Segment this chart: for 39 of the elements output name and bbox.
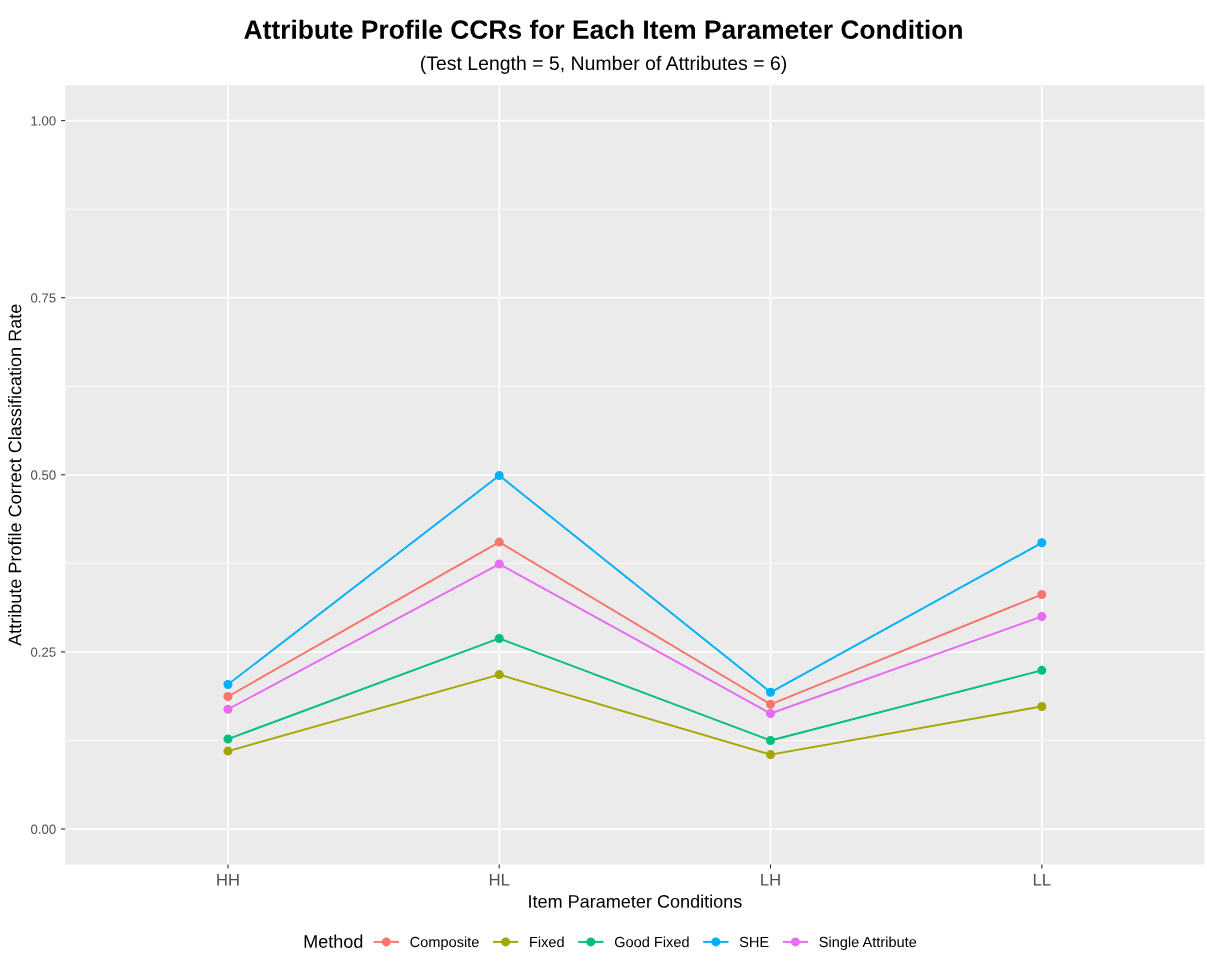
y-tick-label: 0.75 — [30, 293, 56, 303]
legend-label: Composite — [410, 936, 479, 951]
x-axis-title: Item Parameter Conditions — [529, 894, 742, 908]
point — [494, 537, 504, 547]
point — [1037, 665, 1047, 675]
point — [223, 692, 233, 702]
y-tick-label: 1.00 — [31, 116, 56, 126]
legend-label: Good Fixed — [614, 936, 689, 948]
legend-label: Single Attribute — [819, 936, 917, 951]
y-axis-title: Attribute Profile Correct Classification Rate — [8, 304, 22, 646]
point — [1037, 701, 1047, 711]
point — [494, 670, 504, 680]
point — [766, 735, 776, 745]
point — [766, 709, 776, 719]
point — [494, 559, 504, 569]
x-tick-label: LH — [761, 874, 780, 886]
point — [1037, 590, 1047, 600]
legend-label: SHE — [739, 936, 769, 948]
chart-title: Attribute Profile CCRs for Each Item Parameter Condition — [244, 19, 962, 40]
point — [223, 704, 233, 714]
y-tick-label: 0.25 — [30, 647, 56, 657]
point — [1037, 611, 1047, 621]
point — [223, 746, 233, 756]
legend-title: Method — [304, 934, 363, 948]
legend-label: Fixed — [530, 936, 564, 948]
point — [1037, 538, 1047, 548]
chart-subtitle: (Test Length = 5, Number of Attributes = 6) — [420, 55, 787, 74]
x-tick-label: HH — [217, 874, 239, 886]
x-tick-label: HL — [489, 874, 510, 886]
y-tick-label: 0.50 — [30, 470, 56, 480]
x-tick-label: LL — [1033, 874, 1051, 886]
point — [766, 687, 776, 697]
y-tick-label: 0.00 — [30, 824, 56, 834]
point — [223, 679, 233, 690]
point — [766, 699, 776, 709]
point — [494, 633, 504, 643]
point — [223, 734, 233, 744]
point — [494, 470, 504, 481]
point — [766, 750, 776, 760]
